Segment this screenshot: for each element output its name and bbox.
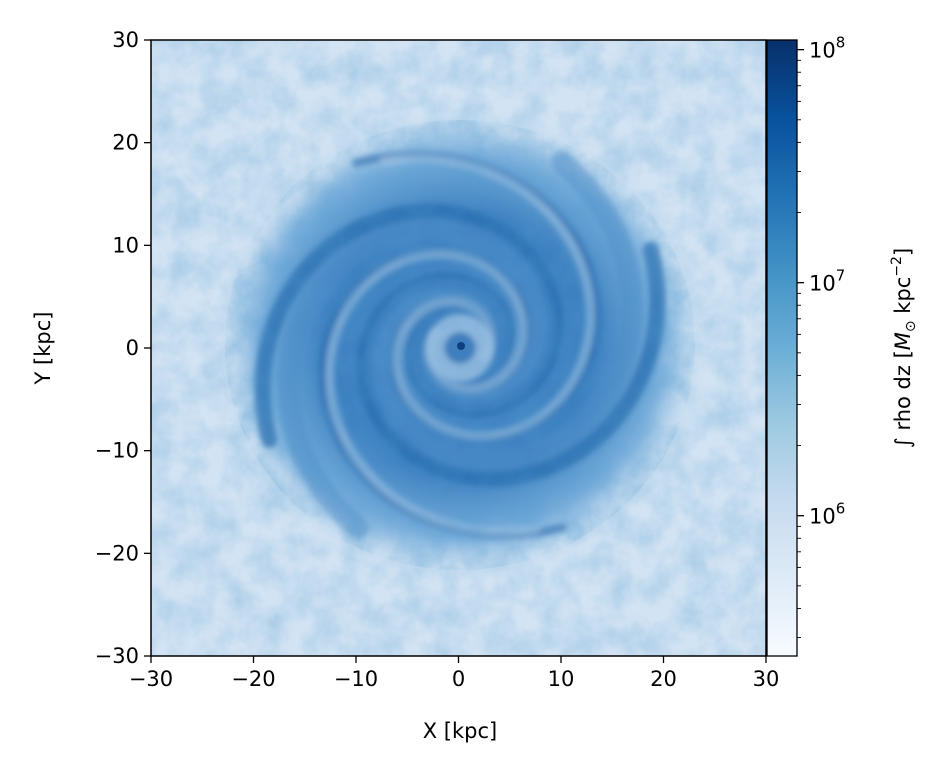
y-tick-label: 0 bbox=[126, 336, 139, 360]
y-tick-label: 20 bbox=[112, 131, 139, 155]
x-axis-ticks: −30 −20 −10 0 10 20 30 bbox=[129, 656, 780, 691]
colorbar-tick-label: 106 bbox=[809, 500, 845, 529]
colorbar-ticks: 106 107 108 bbox=[797, 34, 845, 638]
x-tick-label: 10 bbox=[548, 667, 575, 691]
colorbar-label: ∫ rho dz [M⊙ kpc−2] bbox=[889, 248, 919, 448]
x-tick-label: −10 bbox=[334, 667, 378, 691]
y-tick-label: 30 bbox=[112, 28, 139, 52]
y-tick-label: −20 bbox=[95, 541, 139, 565]
x-tick-label: 20 bbox=[650, 667, 677, 691]
colorbar: 106 107 108 ∫ rho dz [M⊙ kpc−2] bbox=[766, 34, 919, 657]
x-tick-label: −20 bbox=[231, 667, 275, 691]
x-axis-label: X [kpc] bbox=[423, 719, 497, 743]
x-tick-label: 30 bbox=[753, 667, 780, 691]
colorbar-tick-label: 107 bbox=[809, 267, 845, 296]
y-axis-label: Y [kpc] bbox=[31, 312, 55, 386]
x-tick-label: 0 bbox=[452, 667, 465, 691]
colorbar-tick-label: 108 bbox=[809, 34, 845, 63]
x-tick-label: −30 bbox=[129, 667, 173, 691]
colorbar-gradient bbox=[766, 39, 798, 657]
density-heatmap bbox=[151, 40, 766, 656]
y-tick-label: −30 bbox=[95, 644, 139, 668]
y-tick-label: −10 bbox=[95, 439, 139, 463]
y-tick-label: 10 bbox=[112, 233, 139, 257]
y-axis-ticks: −30 −20 −10 0 10 20 30 bbox=[95, 28, 151, 668]
